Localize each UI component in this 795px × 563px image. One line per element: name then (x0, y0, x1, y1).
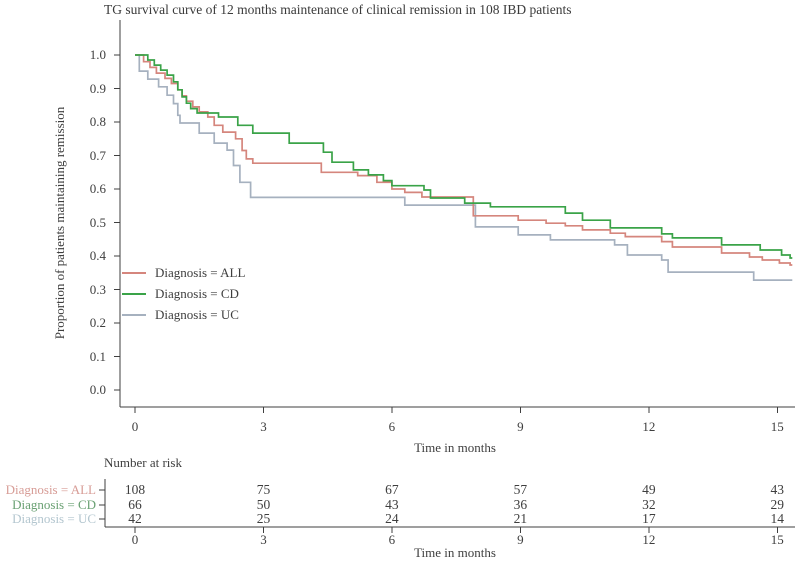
survival-curve-cd (135, 54, 793, 259)
risk-count: 42 (128, 511, 142, 526)
x-tick-label: 0 (131, 419, 139, 434)
legend-line-swatch (122, 271, 146, 274)
x-tick-label: 3 (260, 419, 267, 434)
risk-count: 57 (513, 482, 528, 497)
legend: Diagnosis = ALL Diagnosis = CD Diagnosis =… (122, 262, 245, 325)
y-tick-label: 0.0 (89, 382, 106, 397)
y-tick-label: 0.3 (89, 281, 106, 297)
y-tick-label: 0.1 (89, 348, 106, 364)
risk-count: 32 (642, 497, 656, 512)
survival-curve-uc (135, 54, 793, 281)
legend-label: Diagnosis = ALL (155, 264, 246, 280)
x-tick-label: 12 (642, 419, 656, 434)
risk-count: 24 (385, 511, 399, 526)
y-tick-label: 0.5 (89, 214, 106, 230)
risk-row-label: Diagnosis = ALL (5, 482, 96, 497)
risk-count: 14 (770, 511, 785, 526)
risk-x-tick-label: 9 (517, 532, 524, 547)
y-tick-label: 0.9 (89, 80, 106, 96)
risk-count: 49 (642, 482, 656, 497)
legend-line-swatch (122, 313, 146, 316)
risk-table-title: Number at risk (104, 455, 182, 470)
risk-count: 66 (128, 497, 142, 512)
y-tick-label: 0.7 (89, 147, 106, 163)
legend-label: Diagnosis = CD (155, 285, 239, 301)
risk-x-tick-label: 12 (642, 532, 656, 547)
risk-x-tick-label: 0 (131, 532, 139, 547)
risk-x-tick-label: 6 (388, 532, 396, 547)
legend-item: Diagnosis = UC (122, 304, 245, 325)
risk-count: 75 (256, 482, 271, 497)
risk-count: 25 (256, 511, 271, 526)
risk-count: 29 (770, 497, 785, 512)
risk-row-label: Diagnosis = CD (12, 497, 96, 512)
legend-line-swatch (122, 292, 146, 295)
risk-x-tick-label: 3 (260, 532, 267, 547)
y-tick-label: 0.6 (89, 181, 106, 196)
y-tick-label: 0.4 (89, 248, 106, 263)
legend-label: Diagnosis = UC (155, 306, 239, 322)
risk-count: 21 (513, 511, 528, 526)
x-tick-label: 6 (388, 419, 396, 434)
x-axis-label: Time in months (414, 440, 496, 455)
risk-count: 43 (770, 482, 785, 497)
risk-x-tick-label: 15 (770, 532, 784, 547)
risk-row-label: Diagnosis = UC (12, 511, 96, 526)
y-tick-label: 0.8 (89, 114, 106, 129)
risk-count: 108 (124, 482, 146, 497)
y-tick-label: 0.2 (89, 315, 106, 330)
x-tick-label: 15 (770, 419, 784, 434)
legend-item: Diagnosis = CD (122, 283, 245, 304)
risk-count: 43 (385, 497, 399, 512)
x-tick-label: 9 (517, 419, 524, 434)
risk-count: 50 (256, 497, 271, 512)
y-tick-label: 1.0 (89, 47, 106, 62)
risk-count: 36 (513, 497, 528, 512)
chart-title: TG survival curve of 12 months maintenan… (104, 2, 572, 17)
risk-count: 17 (642, 511, 656, 526)
risk-count: 67 (385, 482, 399, 497)
legend-item: Diagnosis = ALL (122, 262, 245, 283)
risk-table-x-axis-label: Time in months (414, 545, 496, 560)
